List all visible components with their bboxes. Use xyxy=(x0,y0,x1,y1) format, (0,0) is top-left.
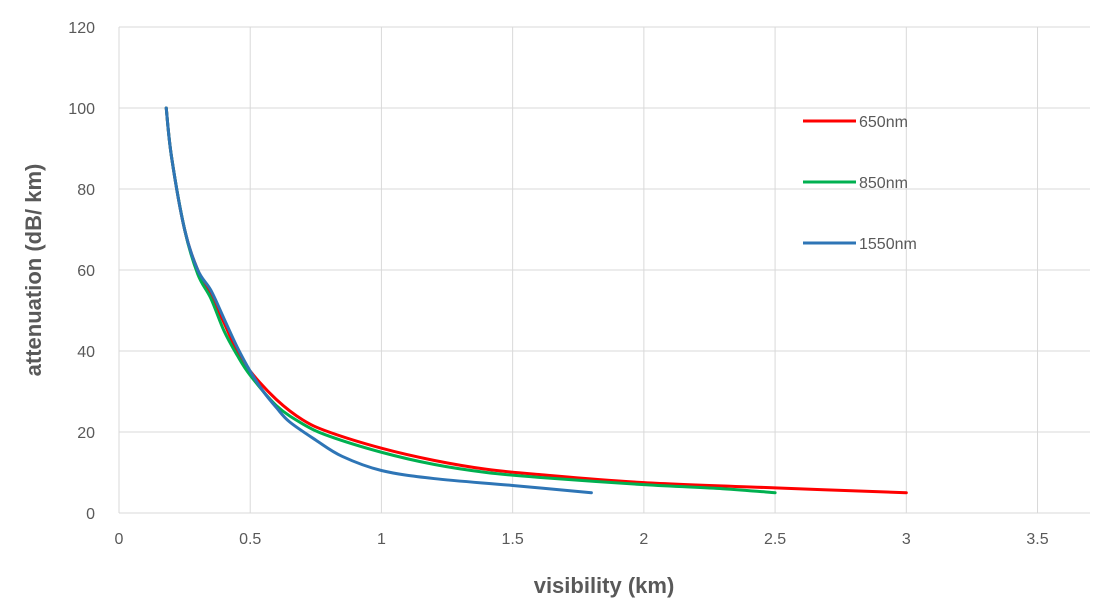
grid-layer xyxy=(118,26,1090,514)
y-tick-label: 0 xyxy=(86,506,95,523)
y-tick-label: 120 xyxy=(68,20,95,37)
x-tick-label: 3 xyxy=(902,531,911,548)
legend: 650nm 850nm 1550nm xyxy=(803,114,917,253)
x-tick-label: 0.5 xyxy=(239,531,261,548)
series-layer xyxy=(164,106,908,495)
series-line-1550nm xyxy=(164,106,593,495)
y-tick-label: 100 xyxy=(68,101,95,118)
y-tick-label: 20 xyxy=(77,425,95,442)
legend-label-1550nm: 1550nm xyxy=(859,236,917,253)
x-tick-label: 1 xyxy=(377,531,386,548)
y-tick-label: 60 xyxy=(77,263,95,280)
tick-label-layer: 0 20 40 60 80 100 120 0 0.5 1 1.5 2 2.5 3 3.5 xyxy=(68,20,1048,548)
x-tick-label: 2 xyxy=(639,531,648,548)
legend-label-850nm: 850nm xyxy=(859,175,908,192)
x-tick-label: 3.5 xyxy=(1026,531,1048,548)
x-tick-label: 2.5 xyxy=(764,531,786,548)
y-tick-label: 80 xyxy=(77,182,95,199)
x-tick-label: 0 xyxy=(115,531,124,548)
legend-label-650nm: 650nm xyxy=(859,114,908,131)
y-tick-label: 40 xyxy=(77,344,95,361)
y-axis-title: attenuation (dB/ km) xyxy=(21,164,46,377)
x-tick-label: 1.5 xyxy=(502,531,524,548)
series-line-650nm xyxy=(164,106,908,495)
x-axis-title: visibility (km) xyxy=(534,573,675,598)
series-line-850nm xyxy=(164,106,777,495)
